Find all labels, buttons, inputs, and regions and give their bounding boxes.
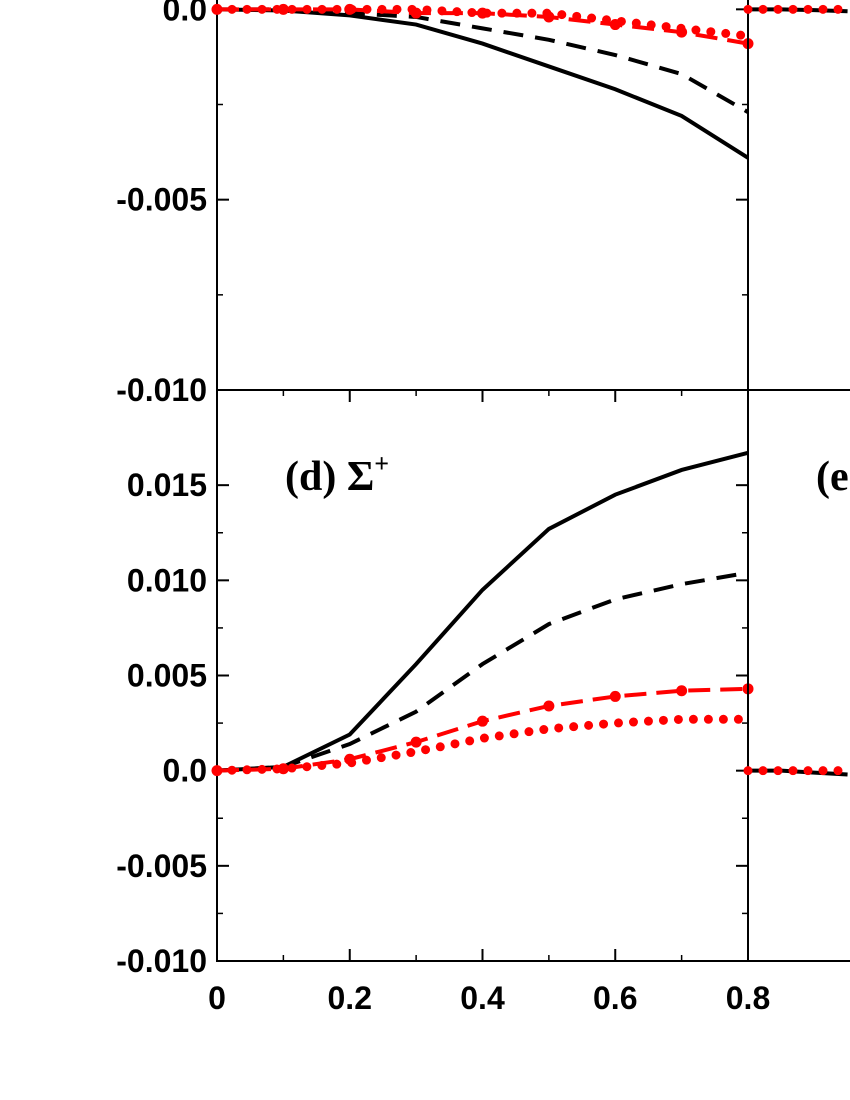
- series-line: [216, 570, 749, 773]
- series-line: [217, 7, 749, 114]
- series-point: [609, 690, 621, 702]
- panel-label-text: (d) Σ: [285, 454, 374, 500]
- x-tick-label: 0.2: [328, 980, 372, 1016]
- series-line: [212, 4, 753, 41]
- series-point: [477, 715, 488, 727]
- y-tick-label: 0.015: [127, 467, 207, 503]
- panel-label-superscript: +: [374, 449, 389, 478]
- panel-label-text: (e: [816, 454, 849, 500]
- series-point: [277, 3, 289, 15]
- x-tick-label: 0.4: [460, 980, 505, 1016]
- panel-label: (e: [816, 454, 849, 500]
- plot-frame: [747, 0, 850, 391]
- y-tick-label: 0.005: [127, 658, 207, 694]
- x-tick-label: 0: [208, 980, 226, 1016]
- y-tick-label: 0.010: [127, 562, 207, 598]
- plot-frame: [216, 0, 749, 391]
- series-point: [676, 685, 688, 697]
- y-tick-label: -0.005: [116, 182, 207, 218]
- panel-label: (d) Σ+: [285, 449, 389, 500]
- y-tick-label: 0.0: [163, 753, 207, 789]
- x-tick-label: 0.8: [726, 980, 770, 1016]
- y-tick-label: 0.0: [163, 0, 207, 27]
- plot-frame: [747, 389, 850, 962]
- series-line: [212, 714, 753, 776]
- series-line: [216, 450, 749, 773]
- series-point: [543, 700, 555, 712]
- y-tick-label: -0.010: [116, 372, 207, 408]
- x-tick-label: 0.6: [593, 980, 637, 1016]
- y-tick-label: -0.005: [116, 848, 207, 884]
- y-tick-label: -0.010: [116, 943, 207, 979]
- series-point: [410, 736, 422, 748]
